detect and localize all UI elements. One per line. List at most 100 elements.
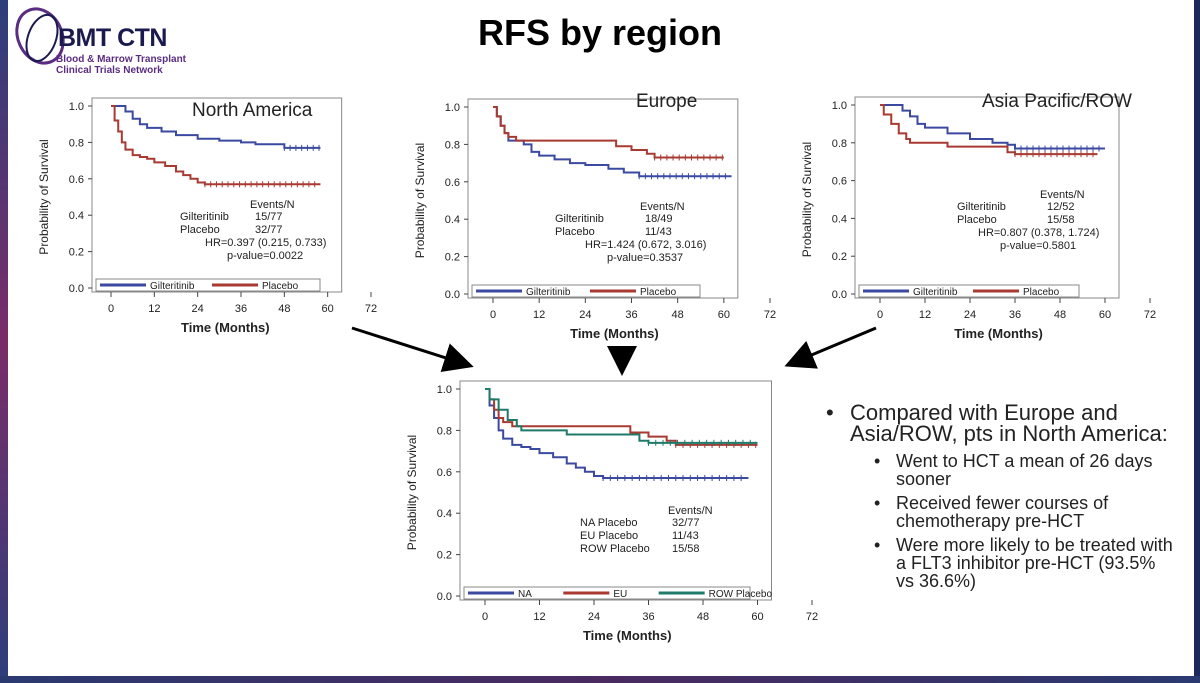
x-tick-label: 0	[877, 309, 883, 321]
y-tick-label: 0.4	[832, 213, 847, 225]
hazard-ratio: HR=0.397 (0.215, 0.733)	[205, 237, 326, 249]
y-tick-label: 0.6	[445, 177, 460, 189]
x-tick-label: 0	[482, 611, 488, 623]
stats-header: Events/N	[250, 199, 295, 211]
stats-label: Placebo	[957, 214, 997, 226]
stats-value: 15/58	[672, 543, 700, 555]
stats-label: Placebo	[555, 226, 595, 238]
km-chart-1: 0.0 0.2 0.4 0.6 0.8 1.0 0 12 24 36 48 60 72 Time (Mon…	[413, 91, 776, 341]
y-tick-label: 0.6	[69, 174, 84, 186]
x-tick-label: 72	[806, 611, 818, 623]
km-chart-2: 0.0 0.2 0.4 0.6 0.8 1.0 0 12 24 36 48 60 72 Time (Mon…	[800, 91, 1156, 341]
legend-entry: Placebo	[262, 281, 299, 292]
x-tick-label: 36	[625, 309, 637, 321]
x-tick-label: 24	[579, 309, 591, 321]
stats-label: Placebo	[180, 224, 220, 236]
y-tick-label: 1.0	[69, 101, 84, 113]
x-tick-label: 48	[278, 303, 290, 315]
x-tick-label: 48	[697, 611, 709, 623]
stats-label: Gilteritinib	[957, 201, 1006, 213]
chart-title: Asia Pacific/ROW	[982, 91, 1132, 112]
stats-value: 32/77	[672, 517, 700, 529]
legend-box	[471, 284, 701, 298]
stats-header: Events/N	[640, 201, 685, 213]
x-tick-label: 60	[1099, 309, 1111, 321]
stats-value: 15/58	[1047, 214, 1075, 226]
y-tick-label: 0.6	[437, 467, 452, 479]
arrow-row-to-combined	[784, 326, 877, 369]
y-tick-label: 0.2	[832, 251, 847, 263]
chart-frame	[854, 96, 1120, 299]
bullet-item-1: Received fewer courses of chemotherapy p…	[826, 494, 1176, 530]
x-tick-label: 72	[1144, 309, 1156, 321]
stats-value: 11/43	[672, 530, 699, 542]
y-tick-label: 0.0	[445, 289, 460, 301]
y-tick-label: 0.2	[437, 550, 452, 562]
chart-title: North America	[192, 100, 313, 121]
y-tick-label: 0.2	[69, 247, 84, 259]
slide-title: RFS by region	[477, 12, 723, 53]
legend-entry: Placebo	[1023, 287, 1060, 298]
bullet-sublist: Went to HCT a mean of 26 days sooner Rec…	[826, 452, 1176, 590]
logo-sub-text: Blood & Marrow Transplant Clinical Trial…	[56, 54, 216, 76]
y-tick-label: 0.6	[832, 176, 847, 188]
stats-value: 15/77	[255, 211, 283, 223]
stats-label: Gilteritinib	[555, 213, 604, 225]
x-tick-label: 36	[235, 303, 247, 315]
x-axis-label: Time (Months)	[181, 320, 270, 335]
stats-header: Events/N	[1040, 189, 1085, 201]
stats-value: 12/52	[1047, 201, 1075, 213]
stats-value: 11/43	[645, 226, 672, 238]
series-line-eu	[485, 388, 758, 446]
legend-entry: Gilteritinib	[913, 287, 958, 298]
series-line-placebo	[111, 105, 321, 186]
x-tick-label: 12	[919, 309, 931, 321]
y-axis-label: Probability of Survival	[800, 142, 814, 257]
series-line-gilteritinib	[111, 105, 321, 149]
x-tick-label: 36	[642, 611, 654, 623]
stats-label: EU Placebo	[580, 530, 638, 542]
x-tick-label: 48	[1054, 309, 1066, 321]
y-tick-label: 0.0	[832, 289, 847, 301]
arrow-na-to-combined	[351, 326, 474, 372]
x-tick-label: 60	[751, 611, 763, 623]
bullet-main: Compared with Europe and Asia/ROW, pts i…	[826, 402, 1176, 445]
y-tick-label: 0.8	[445, 139, 460, 151]
legend-entry: EU	[613, 589, 627, 600]
y-axis-label: Probability of Survival	[405, 435, 419, 550]
bullet-item-0: Went to HCT a mean of 26 days sooner	[826, 452, 1176, 488]
series-line-placebo	[880, 104, 1098, 156]
chart-frame	[467, 98, 739, 299]
x-tick-label: 36	[1009, 309, 1021, 321]
legend-entry: NA	[518, 589, 532, 600]
y-tick-label: 0.8	[437, 425, 452, 437]
p-value: p-value=0.5801	[1000, 240, 1076, 252]
y-axis-label: Probability of Survival	[37, 139, 51, 254]
series-line-na	[485, 388, 749, 480]
stats-label: NA Placebo	[580, 517, 637, 529]
background-bottom-strip	[0, 676, 1200, 683]
stats-value: 32/77	[255, 224, 283, 236]
y-tick-label: 0.4	[437, 508, 452, 520]
stats-header: Events/N	[668, 505, 713, 517]
y-tick-label: 0.4	[69, 210, 84, 222]
legend-entry: Placebo	[640, 287, 677, 298]
x-tick-label: 72	[764, 309, 776, 321]
x-tick-label: 60	[718, 309, 730, 321]
legend-entry: ROW Placebo	[709, 589, 773, 600]
logo-main-text: BMT CTN	[58, 24, 167, 52]
findings-bullets: Compared with Europe and Asia/ROW, pts i…	[826, 402, 1176, 591]
legend-entry: Gilteritinib	[526, 287, 571, 298]
p-value: p-value=0.3537	[607, 252, 683, 264]
logo-sub-line-1: Blood & Marrow Transplant	[56, 54, 187, 65]
chart-frame	[459, 380, 772, 601]
series-line-gilteritinib	[880, 104, 1105, 150]
y-tick-label: 0.4	[445, 214, 460, 226]
logo-swirl-icon	[15, 7, 65, 65]
p-value: p-value=0.0022	[227, 250, 303, 262]
x-tick-label: 24	[964, 309, 976, 321]
chart-frame	[91, 97, 343, 293]
chart-title: Europe	[636, 91, 697, 112]
y-tick-label: 1.0	[445, 102, 460, 114]
